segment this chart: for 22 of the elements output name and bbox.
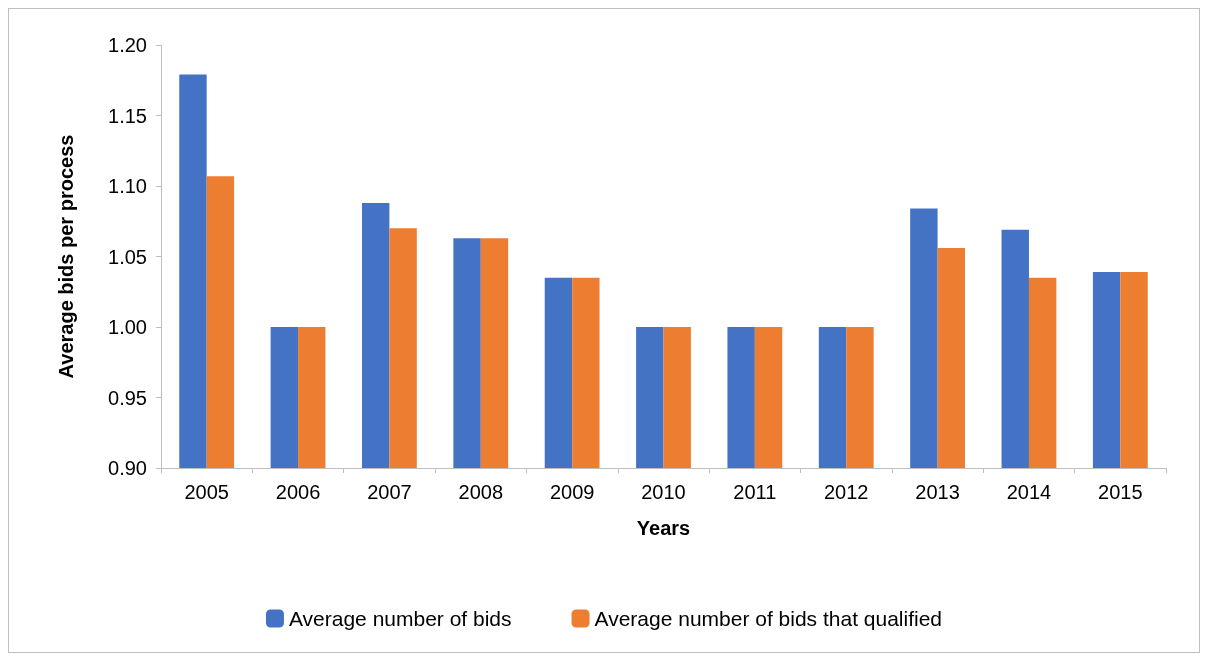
x-tick-label: 2007: [367, 481, 412, 503]
y-tick-label: 0.90: [108, 457, 147, 479]
x-tick-label: 2006: [275, 481, 321, 503]
x-axis-title: Years: [636, 517, 691, 539]
y-tick-label: 1.20: [108, 34, 147, 56]
y-axis-title: Average bids per process: [55, 134, 77, 379]
x-tick-label: 2015: [1098, 481, 1143, 503]
x-tick-label: 2009: [549, 481, 595, 503]
x-tick-label: 2005: [184, 481, 229, 503]
x-tick-label: 2010: [641, 481, 686, 503]
legend-label: Average number of bids that qualified: [594, 607, 943, 630]
y-tick-label: 1.05: [108, 245, 147, 268]
y-tick-label: 1.10: [108, 175, 147, 197]
x-tick-label: 2011: [733, 481, 777, 503]
x-tick-label: 2013: [915, 481, 960, 503]
y-tick-label: 1.00: [108, 316, 147, 338]
x-tick-label: 2008: [458, 481, 504, 503]
y-tick-label: 0.95: [108, 386, 147, 409]
y-tick-label: 1.15: [108, 104, 147, 127]
x-tick-label: 2012: [823, 481, 869, 503]
legend-label: Average number of bids: [288, 607, 512, 630]
x-tick-label: 2014: [1006, 481, 1052, 503]
